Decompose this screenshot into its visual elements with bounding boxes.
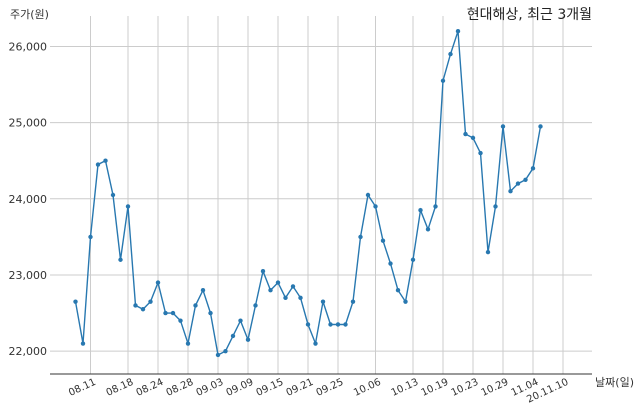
- data-point: [538, 124, 543, 129]
- data-point: [170, 310, 176, 316]
- data-point: [245, 337, 251, 342]
- data-point: [485, 249, 491, 255]
- data-point: [335, 322, 341, 327]
- data-point: [185, 341, 191, 346]
- data-point: [73, 299, 78, 304]
- data-point: [110, 192, 116, 198]
- x-axis-label: 날짜(일): [595, 376, 634, 389]
- x-tick-label: 08.28: [165, 377, 196, 399]
- data-point: [155, 280, 161, 285]
- data-point: [148, 299, 153, 304]
- x-tick-label: 10.13: [390, 377, 421, 399]
- x-tick-label: 10.19: [420, 377, 451, 399]
- data-point: [350, 299, 356, 304]
- data-point: [500, 124, 506, 129]
- y-tick-label: 24,000: [9, 193, 48, 206]
- y-tick-label: 25,000: [9, 117, 48, 130]
- x-tick-label: 09.09: [225, 377, 256, 399]
- data-point: [388, 261, 393, 266]
- data-point: [305, 322, 311, 327]
- data-point: [178, 318, 183, 323]
- y-tick-label: 22,000: [9, 345, 48, 358]
- data-point: [208, 310, 213, 316]
- data-point: [193, 303, 198, 308]
- x-tick-label: 08.18: [105, 377, 136, 399]
- x-tick-label: 09.03: [195, 377, 226, 399]
- data-point: [103, 158, 108, 163]
- data-point: [358, 234, 363, 240]
- y-tick-labels: 22,000 23,000 24,000 25,000 26,000: [9, 40, 48, 358]
- data-point: [508, 188, 513, 194]
- data-point: [238, 318, 243, 323]
- data-point: [433, 204, 438, 209]
- data-point: [200, 288, 206, 293]
- data-point: [328, 322, 333, 327]
- data-point: [343, 322, 348, 327]
- x-tick-label: 08.24: [135, 377, 166, 399]
- data-point: [268, 288, 273, 293]
- x-tick-label: 09.21: [285, 377, 316, 399]
- data-point: [313, 341, 318, 346]
- data-point: [403, 299, 408, 304]
- data-point: [215, 352, 221, 358]
- data-point: [290, 284, 296, 289]
- x-tick-label: 10.29: [480, 377, 511, 399]
- chart-title: 현대해상, 최근 3개월: [466, 7, 592, 23]
- data-point: [515, 181, 521, 186]
- data-point: [253, 303, 258, 308]
- data-point: [95, 162, 101, 167]
- data-point: [118, 257, 123, 262]
- data-point: [463, 131, 468, 137]
- data-point: [530, 166, 536, 171]
- data-points: [73, 29, 543, 358]
- data-point: [223, 348, 228, 354]
- data-point: [523, 177, 528, 182]
- data-point: [448, 51, 453, 57]
- data-point: [275, 280, 281, 285]
- data-point: [470, 135, 476, 141]
- data-point: [455, 29, 461, 34]
- data-point: [493, 204, 498, 209]
- data-point: [88, 234, 93, 240]
- x-tick-label: 10.06: [352, 377, 383, 399]
- data-point: [230, 333, 236, 339]
- data-point: [365, 192, 371, 198]
- grid-lines: [50, 16, 592, 374]
- x-tick-label: 09.25: [315, 377, 346, 399]
- y-tick-label: 26,000: [9, 40, 48, 53]
- data-point: [395, 288, 401, 293]
- data-point: [478, 150, 483, 156]
- data-point: [133, 303, 138, 308]
- data-point: [373, 204, 378, 209]
- data-point: [380, 238, 386, 243]
- data-point: [260, 268, 266, 274]
- data-point: [283, 295, 288, 301]
- data-point: [125, 204, 131, 209]
- data-point: [425, 227, 431, 232]
- data-point: [298, 295, 303, 301]
- data-point: [410, 257, 416, 262]
- y-tick-label: 23,000: [9, 269, 48, 282]
- data-point: [418, 208, 423, 213]
- x-tick-label: 10.23: [450, 377, 481, 399]
- data-point: [80, 341, 86, 346]
- data-point: [140, 307, 146, 312]
- x-tick-labels: 08.11 08.18 08.24 08.28 09.03 09.09 09.15 09.21…: [67, 377, 570, 406]
- x-tick-label: 09.15: [255, 377, 286, 399]
- data-point: [320, 299, 326, 304]
- data-point: [163, 310, 168, 316]
- y-axis-label: 주가(원): [10, 8, 49, 21]
- data-point: [440, 78, 446, 83]
- x-tick-label: 08.11: [67, 377, 98, 399]
